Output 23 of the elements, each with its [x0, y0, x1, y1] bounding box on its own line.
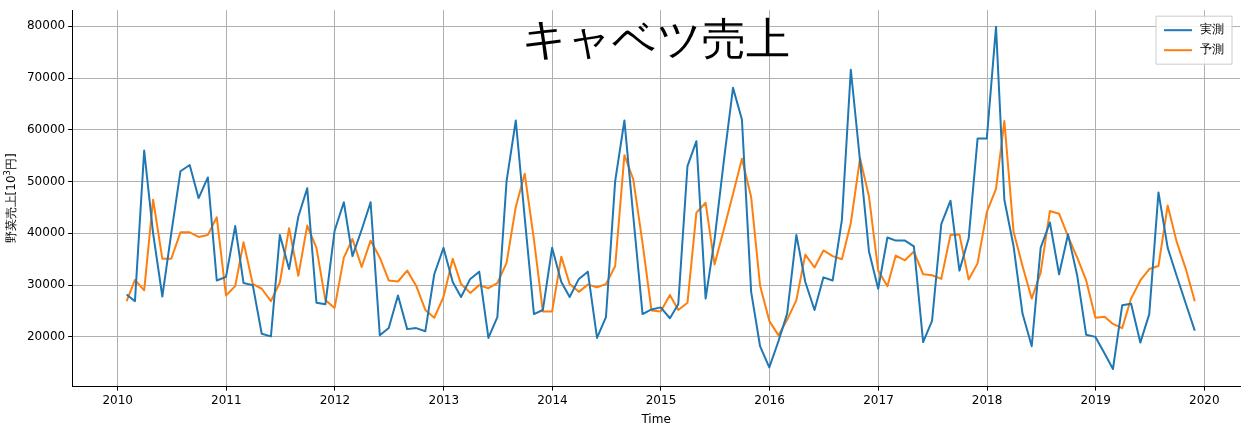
- x-tick-label: 2012: [319, 392, 351, 407]
- x-tick-label: 2019: [1080, 392, 1111, 407]
- y-tick-label: 30000: [26, 277, 66, 292]
- x-tick-label: 2013: [428, 392, 460, 407]
- x-tick-label: 2017: [863, 392, 894, 407]
- y-tick-label: 20000: [26, 329, 66, 344]
- y-tick-label: 80000: [26, 18, 66, 33]
- y-tick-label: 60000: [26, 121, 66, 136]
- x-tick-label: 2016: [754, 392, 785, 407]
- y-tick-label: 40000: [26, 225, 66, 240]
- x-tick-label: 2020: [1189, 392, 1220, 407]
- y-tick-label: 70000: [26, 70, 66, 85]
- legend-label: 予測: [1200, 42, 1224, 57]
- x-tick-label: 2010: [102, 392, 133, 407]
- x-tick-label: 2011: [211, 392, 242, 407]
- x-tick-label: 2015: [645, 392, 677, 407]
- y-tick-label: 50000: [26, 173, 66, 188]
- chart-title: キャベツ売上: [522, 12, 791, 64]
- legend-label: 実測: [1200, 22, 1224, 37]
- y-axis-title: 野菜売上[103円]: [1, 153, 19, 244]
- x-tick-label: 2018: [971, 392, 1003, 407]
- x-axis-title: Time: [640, 412, 671, 427]
- x-tick-label: 2014: [537, 392, 568, 407]
